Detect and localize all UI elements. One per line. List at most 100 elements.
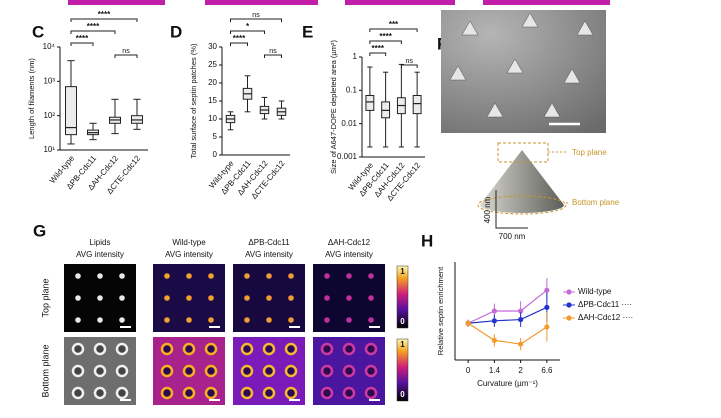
ring — [240, 342, 254, 356]
x-tick-label: 0 — [466, 366, 471, 375]
ring — [71, 364, 85, 378]
row-label: Bottom plane — [40, 344, 50, 397]
legend-marker — [566, 315, 572, 321]
significance-bracket — [70, 18, 138, 22]
spot — [346, 317, 352, 323]
cone — [563, 68, 581, 84]
series-line — [467, 289, 548, 324]
data-point — [491, 318, 497, 324]
ring — [115, 386, 129, 400]
y-tick-label: 25 — [208, 60, 217, 69]
x-tick-label: 6.6 — [541, 366, 553, 375]
y-axis-label: Length of filaments (nm) — [27, 58, 36, 139]
ring — [204, 364, 218, 378]
data-point — [518, 341, 524, 347]
significance-label: ns — [406, 58, 414, 65]
top-strip — [68, 0, 610, 5]
y-tick-label: 10⁴ — [43, 42, 56, 51]
ring — [160, 386, 174, 400]
box — [65, 86, 77, 136]
colorbar-label: 1 — [400, 340, 405, 349]
spot — [324, 317, 330, 323]
ring — [240, 386, 254, 400]
x-tick-label: 2 — [518, 366, 523, 375]
spot — [186, 317, 192, 323]
cone — [461, 20, 479, 36]
data-point — [518, 316, 524, 323]
y-axis-label: Total surface of septin patches (%) — [189, 43, 198, 159]
ring — [182, 386, 196, 400]
y-tick-label: 20 — [208, 78, 217, 87]
spot — [164, 295, 170, 301]
spot — [186, 273, 192, 279]
cone — [521, 12, 539, 28]
data-point — [491, 337, 497, 343]
ring — [93, 342, 107, 356]
spot — [288, 317, 294, 323]
significance-bracket — [70, 30, 116, 34]
legend-label: Wild-type — [578, 287, 612, 296]
spot — [186, 295, 192, 301]
spot — [119, 273, 125, 279]
y-tick-label: 0.001 — [337, 152, 358, 161]
panel-label: C — [32, 22, 44, 41]
ring — [364, 386, 378, 400]
ring — [160, 364, 174, 378]
spot — [208, 317, 214, 323]
ring — [284, 342, 298, 356]
spot — [346, 273, 352, 279]
column-header: Lipids — [90, 238, 111, 247]
ring — [71, 342, 85, 356]
scale-axes — [495, 190, 528, 229]
significance-label: **** — [87, 22, 100, 31]
panel-label: D — [170, 22, 182, 41]
y-tick-label: 0.1 — [346, 85, 358, 94]
spot — [244, 273, 250, 279]
ring — [115, 342, 129, 356]
panel-label: E — [302, 22, 313, 41]
spot — [346, 295, 352, 301]
data-point — [544, 324, 550, 330]
ring — [93, 386, 107, 400]
spot — [266, 317, 272, 323]
column-header: AVG intensity — [76, 250, 124, 259]
spot — [244, 295, 250, 301]
cone — [576, 20, 594, 36]
significance-bracket — [230, 30, 265, 34]
ring — [342, 342, 356, 356]
y-tick-label: 10² — [43, 111, 55, 120]
y-tick-label: 1 — [353, 52, 358, 61]
spot — [75, 317, 81, 323]
significance-label: **** — [233, 34, 246, 43]
spot — [119, 295, 125, 301]
spot — [119, 317, 125, 323]
colorbar-label: 0 — [400, 390, 405, 399]
row-label: Top plane — [40, 278, 50, 317]
ring — [262, 364, 276, 378]
y-axis-label: Relative septin enrichment — [436, 266, 445, 355]
ring — [284, 364, 298, 378]
ring — [364, 364, 378, 378]
ring — [342, 386, 356, 400]
significance-label: **** — [379, 32, 392, 41]
spot — [208, 273, 214, 279]
column-header: ΔAH-Cdc12 — [328, 238, 371, 247]
panel-label: G — [33, 221, 46, 240]
plane-label: Bottom plane — [572, 198, 620, 207]
significance-bracket — [369, 28, 418, 32]
spot — [97, 295, 103, 301]
spot — [288, 295, 294, 301]
y-tick-label: 10¹ — [43, 145, 55, 154]
spot — [164, 317, 170, 323]
y-tick-label: 30 — [208, 42, 217, 51]
cone — [543, 102, 561, 118]
cone-diagram — [480, 150, 564, 213]
data-point — [544, 287, 550, 293]
ring — [262, 386, 276, 400]
ring — [320, 342, 334, 356]
spot — [75, 295, 81, 301]
column-header: AVG intensity — [245, 250, 293, 259]
colorbar — [396, 265, 409, 329]
significance-label: **** — [372, 44, 385, 53]
box — [412, 94, 422, 115]
